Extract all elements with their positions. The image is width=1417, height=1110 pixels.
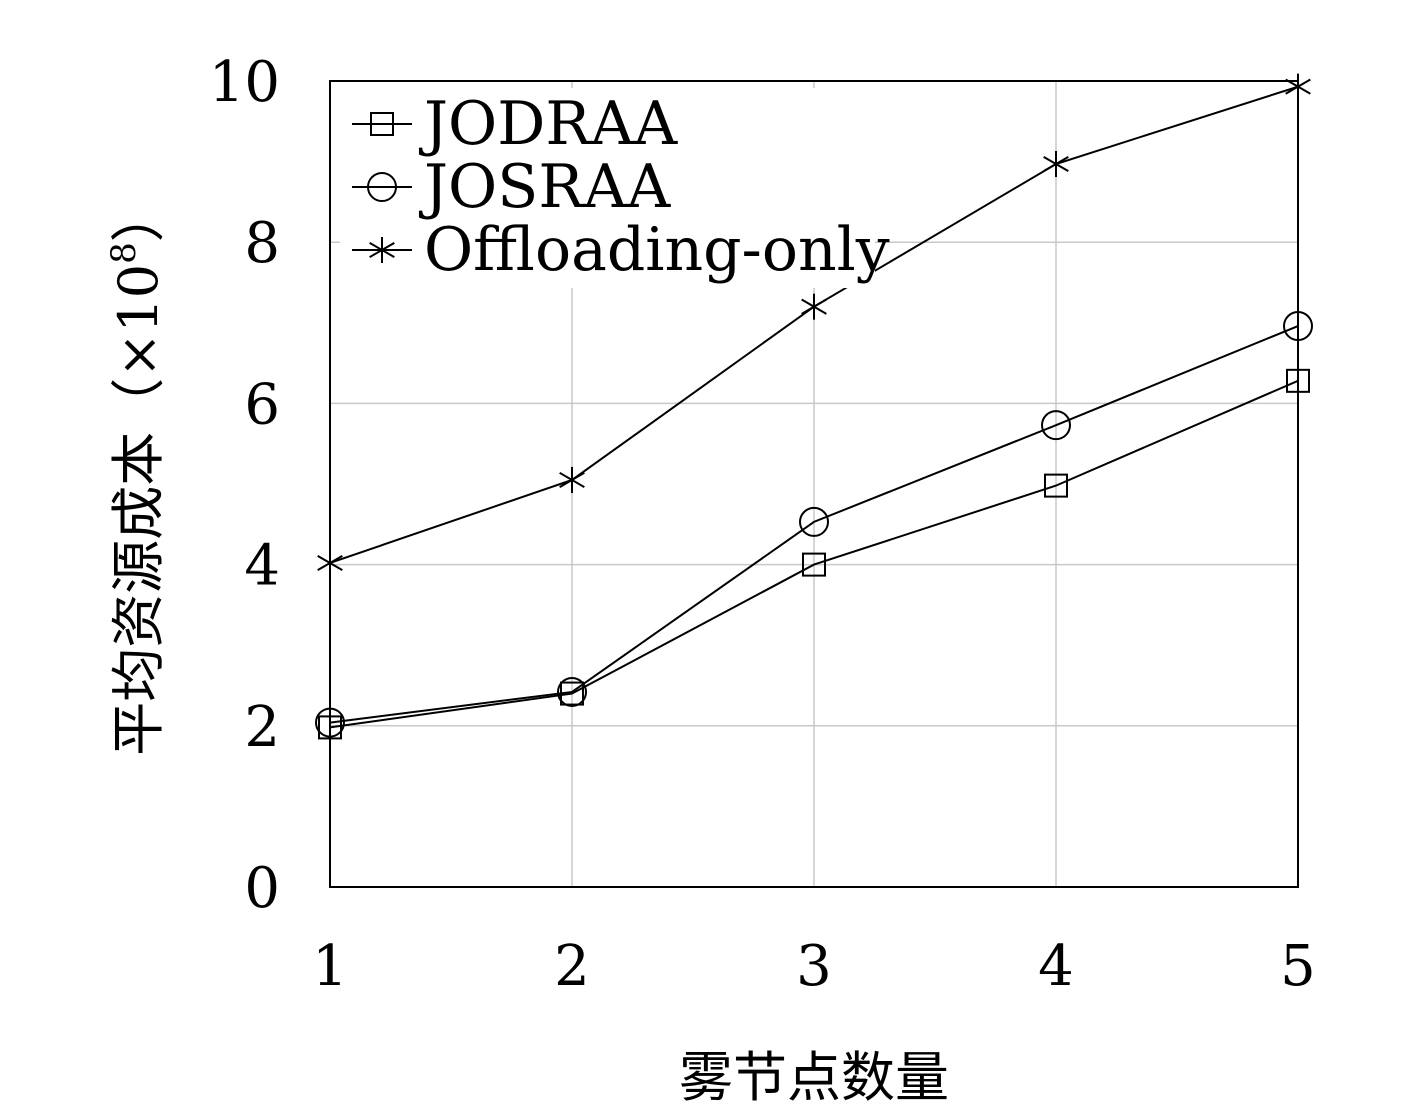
y-tick-label-5: 8 [244, 211, 280, 276]
data-point-s3-5 [1285, 73, 1311, 100]
legend-background [340, 88, 875, 288]
y-tick-label-2: 2 [244, 695, 280, 760]
series-line-1 [329, 379, 1299, 729]
data-point-s1-5 [1286, 368, 1310, 393]
plot-frame [329, 80, 1299, 888]
x-tick-label-3: 3 [796, 934, 832, 999]
x-tick-label-1: 1 [312, 934, 348, 999]
data-point-s1-4 [1044, 473, 1068, 498]
y-axis-label-main: 平均资源成本（×10 [107, 264, 170, 756]
y-tick-label-4: 6 [244, 372, 280, 437]
data-point-s3-4 [1043, 151, 1069, 178]
data-point-s2-1 [315, 707, 345, 738]
legend-marker-1 [370, 112, 394, 136]
y-axis-label-suffix: ） [107, 188, 170, 242]
data-point-s2-5 [1283, 311, 1313, 342]
y-axis-label-exponent: 8 [104, 242, 144, 264]
data-point-s1-3 [802, 552, 826, 577]
y-tick-label-3: 4 [244, 534, 280, 599]
y-tick-label-6: 10 [209, 50, 280, 115]
x-tick-label-5: 5 [1280, 934, 1316, 999]
data-point-s3-1 [317, 549, 343, 576]
data-point-s2-4 [1041, 410, 1071, 441]
y-ticks: 0 2 4 6 8 10 [209, 50, 280, 921]
legend-label-2: JOSRAA [418, 152, 671, 222]
data-point-s2-3 [799, 506, 829, 537]
data-point-s1-1 [318, 715, 342, 740]
data-point-s2-2 [557, 676, 587, 707]
x-tick-label-2: 2 [554, 934, 590, 999]
x-tick-label-4: 4 [1038, 934, 1074, 999]
data-point-s1-2 [560, 681, 584, 706]
legend-label-3: Offloading-only [424, 215, 890, 285]
legend-label-1: JODRAA [418, 89, 678, 159]
x-ticks: 1 2 3 4 5 [312, 934, 1316, 999]
data-point-s3-2 [559, 466, 585, 493]
x-axis-label: 雾节点数量 [679, 1046, 949, 1109]
data-point-s3-3 [801, 293, 827, 320]
legend-marker-3 [369, 237, 395, 263]
series-line-2 [329, 325, 1299, 724]
series-markers [315, 73, 1313, 740]
y-axis-label: 平均资源成本（×108） [104, 188, 170, 756]
y-tick-label-1: 0 [244, 856, 280, 921]
legend-marker-2 [367, 172, 397, 202]
